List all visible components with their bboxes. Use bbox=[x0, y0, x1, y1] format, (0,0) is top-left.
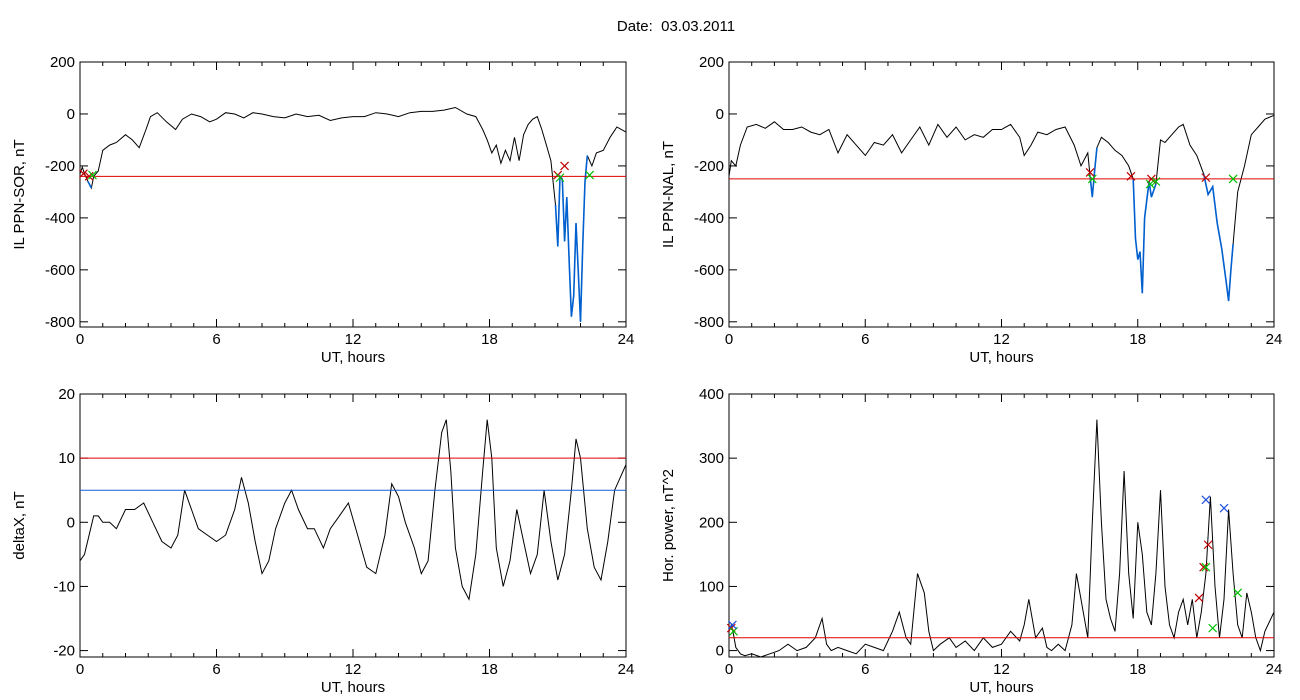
x-tick-label: 0 bbox=[76, 661, 84, 678]
marker-green bbox=[555, 173, 565, 183]
y-tick-label: 100 bbox=[699, 578, 724, 595]
plot-area bbox=[80, 106, 626, 322]
marker-blue bbox=[727, 620, 737, 630]
plot-area bbox=[729, 114, 1274, 302]
x-tick-label: 6 bbox=[861, 331, 869, 348]
marker-green bbox=[1201, 562, 1211, 572]
y-tick-label: 400 bbox=[699, 386, 724, 403]
marker-green bbox=[1145, 179, 1155, 189]
marker-green bbox=[1233, 588, 1243, 598]
y-axis-label: deltaX, nT bbox=[11, 491, 28, 559]
x-tick-label: 18 bbox=[481, 661, 498, 678]
y-tick-label: 0 bbox=[67, 106, 75, 123]
chart-deltax: 0 6 12 18 24 20 10 0 -10 -20 UT, hours deltaX, nT bbox=[11, 386, 634, 696]
y-tick-label: -200 bbox=[694, 158, 724, 175]
x-tick-label: 24 bbox=[1266, 331, 1283, 348]
plot-frame bbox=[79, 61, 627, 328]
y-axis-label: IL PPN-SOR, nT bbox=[11, 139, 28, 249]
x-axis-label: UT, hours bbox=[969, 679, 1033, 696]
y-axis-label: Hor. power, nT^2 bbox=[660, 469, 677, 582]
x-tick-label: 24 bbox=[618, 661, 635, 678]
y-tick-label: -10 bbox=[53, 578, 75, 595]
y-tick-label: 300 bbox=[699, 450, 724, 467]
x-tick-label: 18 bbox=[1129, 331, 1146, 348]
y-axis-label: IL PPN-NAL, nT bbox=[660, 141, 677, 248]
chart-hor-power: 0 6 12 18 24 400 300 200 100 0 UT, hours Hor. power… bbox=[660, 386, 1282, 696]
x-axis-label: UT, hours bbox=[969, 349, 1033, 366]
marker-red bbox=[560, 161, 569, 171]
plot-frame bbox=[728, 393, 1275, 658]
y-tick-label: 20 bbox=[58, 386, 75, 403]
y-tick-label: 0 bbox=[716, 106, 724, 123]
y-tick-label: 10 bbox=[58, 450, 75, 467]
x-tick-label: 18 bbox=[481, 331, 498, 348]
series-highlight bbox=[1202, 173, 1234, 302]
marker-green bbox=[1087, 174, 1097, 184]
x-tick-label: 18 bbox=[1129, 661, 1146, 678]
marker-green bbox=[1208, 623, 1218, 633]
y-tick-label: -20 bbox=[53, 643, 75, 660]
marker-green bbox=[585, 170, 595, 180]
plot-frame bbox=[79, 393, 627, 658]
x-tick-label: 12 bbox=[345, 661, 362, 678]
y-tick-label: 0 bbox=[716, 643, 724, 660]
y-tick-label: -600 bbox=[45, 262, 75, 279]
y-tick-label: -400 bbox=[45, 210, 75, 227]
y-tick-label: 200 bbox=[50, 54, 75, 71]
plot-area bbox=[729, 419, 1274, 657]
y-tick-label: 0 bbox=[67, 514, 75, 531]
x-tick-label: 0 bbox=[725, 331, 733, 348]
y-tick-label: -400 bbox=[694, 210, 724, 227]
series-line bbox=[80, 106, 626, 322]
marker-red bbox=[1126, 171, 1136, 181]
marker-green bbox=[88, 170, 97, 180]
marker-red bbox=[1203, 540, 1213, 550]
series-line bbox=[729, 114, 1274, 302]
x-tick-label: 12 bbox=[993, 331, 1010, 348]
marker-red bbox=[78, 169, 88, 179]
marker-red bbox=[1201, 173, 1211, 183]
x-tick-label: 6 bbox=[861, 661, 869, 678]
y-tick-label: 200 bbox=[699, 514, 724, 531]
marker-red bbox=[1146, 174, 1156, 184]
series-highlight bbox=[1089, 147, 1098, 198]
series-line bbox=[80, 419, 626, 601]
marker-blue bbox=[1201, 495, 1211, 505]
marker-green bbox=[1228, 174, 1238, 184]
y-tick-label: -200 bbox=[45, 158, 75, 175]
marker-green bbox=[1151, 177, 1161, 186]
series-highlight bbox=[1132, 178, 1157, 294]
marker-red bbox=[1085, 167, 1095, 177]
x-tick-label: 24 bbox=[1266, 661, 1283, 678]
series-highlight bbox=[554, 155, 589, 322]
x-tick-label: 6 bbox=[212, 331, 220, 348]
plot-frame bbox=[728, 61, 1275, 328]
marker-red bbox=[1199, 562, 1209, 572]
chart-il-ppn-sor: 0 6 12 18 24 200 0 -200 -400 -600 -800 UT, hours IL … bbox=[11, 54, 634, 366]
marker-red bbox=[1194, 593, 1204, 603]
x-tick-label: 0 bbox=[76, 331, 84, 348]
page-title: Date: 03.03.2011 bbox=[616, 18, 736, 35]
plot-area bbox=[80, 419, 626, 601]
x-axis-label: UT, hours bbox=[321, 349, 385, 366]
x-tick-label: 12 bbox=[345, 331, 362, 348]
marker-blue bbox=[1219, 503, 1229, 513]
y-tick-label: -600 bbox=[694, 262, 724, 279]
y-tick-label: -800 bbox=[45, 314, 75, 331]
x-tick-label: 24 bbox=[618, 331, 635, 348]
x-tick-label: 0 bbox=[725, 661, 733, 678]
x-axis-label: UT, hours bbox=[321, 679, 385, 696]
x-tick-label: 12 bbox=[993, 661, 1010, 678]
x-tick-label: 6 bbox=[212, 661, 220, 678]
series-highlight bbox=[87, 181, 93, 189]
y-tick-label: -800 bbox=[694, 314, 724, 331]
series-line bbox=[729, 419, 1274, 657]
chart-il-ppn-nal: 0 6 12 18 24 200 0 -200 -400 -600 -800 UT, hours IL … bbox=[660, 54, 1282, 366]
y-tick-label: 200 bbox=[699, 54, 724, 71]
